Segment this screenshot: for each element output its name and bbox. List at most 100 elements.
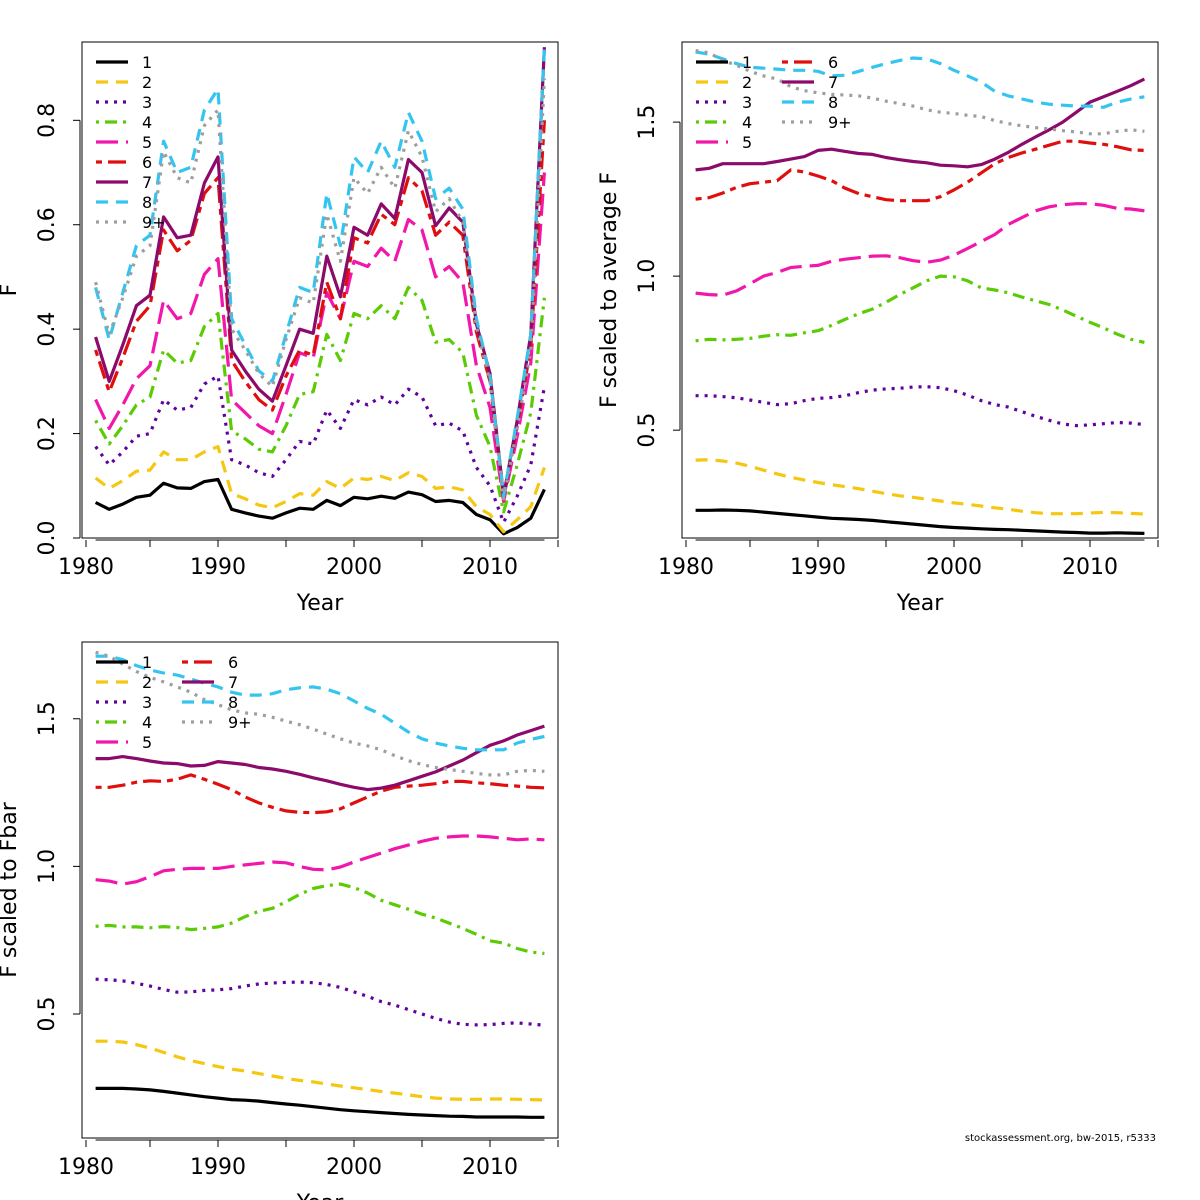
series-line-6 — [695, 139, 1145, 203]
series-line-9plus — [94, 78, 546, 501]
series-line-3 — [695, 385, 1145, 428]
legend-label: 2 — [742, 73, 752, 92]
x-axis: 1980 1990 2000 2010 Year — [658, 539, 1159, 616]
x-tick-label: 1980 — [58, 1155, 114, 1180]
y-tick-label: 0.4 — [35, 312, 60, 347]
legend-label: 9+ — [228, 713, 252, 732]
series-line-7 — [95, 724, 545, 792]
legend-label: 3 — [142, 93, 152, 112]
x-tick-label: 2000 — [326, 1155, 382, 1180]
chart-panel-3: 1980 1990 2000 2010 Year 0.5 1.0 1.5 F scaled to… — [0, 641, 559, 1200]
series-line-8 — [95, 654, 545, 752]
y-axis-label: F scaled to average F — [597, 172, 622, 408]
x-tick-label: 1980 — [658, 555, 714, 580]
x-axis-label: Year — [896, 591, 945, 616]
plot-frame — [81, 41, 559, 539]
series-line-2 — [695, 458, 1145, 516]
chart-panel-2: 1980 1990 2000 2010 Year 0.5 1.0 1.5 F scaled to… — [597, 41, 1159, 616]
y-tick-label: 1.0 — [635, 259, 660, 294]
legend-label: 7 — [228, 673, 238, 692]
credit-text: stockassessment.org, bw-2015, r5333 — [964, 1133, 1156, 1144]
plot-frame — [81, 641, 559, 1139]
x-axis: 1980 1990 2000 2010 Year — [58, 1139, 559, 1200]
y-tick-label: 1.0 — [35, 849, 60, 884]
legend-label: 4 — [142, 113, 152, 132]
series-line-3 — [94, 374, 546, 524]
legend-label: 7 — [828, 73, 838, 92]
series-line-8 — [695, 50, 1145, 109]
series-group — [95, 650, 545, 1119]
series-line-4 — [95, 882, 545, 956]
y-tick-label: 0.6 — [35, 207, 60, 242]
series-line-8 — [94, 47, 546, 498]
legend-label: 5 — [142, 133, 152, 152]
series-line-2 — [94, 445, 546, 534]
x-tick-label: 2010 — [1062, 555, 1118, 580]
series-group — [695, 49, 1146, 535]
series-line-2 — [95, 1039, 545, 1102]
legend-label: 3 — [142, 693, 152, 712]
y-axis: 0.5 1.0 1.5 F scaled to average F — [597, 105, 681, 448]
y-axis-label: F scaled to Fbar — [0, 801, 22, 977]
x-tick-label: 1980 — [58, 555, 114, 580]
legend-label: 5 — [742, 133, 752, 152]
legend-label: 4 — [142, 713, 152, 732]
series-line-5 — [95, 834, 545, 886]
x-tick-label: 2010 — [462, 555, 518, 580]
legend-label: 4 — [742, 113, 752, 132]
x-tick-label: 1990 — [190, 555, 246, 580]
legend-label: 6 — [228, 653, 238, 672]
plot-frame — [681, 41, 1159, 539]
legend-label: 8 — [142, 193, 152, 212]
legend-label: 1 — [742, 53, 752, 72]
legend-label: 6 — [828, 53, 838, 72]
series-line-5 — [695, 202, 1145, 297]
series-group — [94, 47, 546, 536]
legend-label: 9+ — [142, 213, 166, 232]
legend-label: 5 — [142, 733, 152, 752]
x-tick-label: 1990 — [190, 1155, 246, 1180]
x-axis: 1980 1990 2000 2010 Year — [58, 539, 559, 616]
series-line-1 — [695, 508, 1145, 535]
y-axis: 0.0 0.2 0.4 0.6 0.8 F — [0, 103, 81, 556]
legend-label: 2 — [142, 673, 152, 692]
series-line-6 — [95, 773, 545, 815]
series-line-4 — [94, 285, 546, 514]
series-line-7 — [94, 47, 546, 498]
y-tick-label: 1.5 — [35, 701, 60, 736]
y-tick-label: 0.8 — [35, 103, 60, 138]
legend-label: 1 — [142, 653, 152, 672]
series-line-1 — [95, 1086, 545, 1119]
legend-label: 3 — [742, 93, 752, 112]
x-tick-label: 1990 — [790, 555, 846, 580]
x-tick-label: 2010 — [462, 1155, 518, 1180]
series-line-3 — [95, 977, 545, 1027]
x-axis-label: Year — [296, 591, 345, 616]
series-line-7 — [695, 77, 1146, 172]
series-line-1 — [94, 477, 546, 536]
x-axis-label: Year — [296, 1191, 345, 1200]
y-tick-label: 0.5 — [35, 997, 60, 1032]
series-line-4 — [695, 274, 1145, 344]
chart-panel-1: 1980 1990 2000 2010 Year 0.0 0.2 0.4 0.6 0.8 F 1234… — [0, 41, 559, 616]
legend-label: 9+ — [828, 113, 852, 132]
legend-label: 6 — [142, 153, 152, 172]
legend-label: 8 — [228, 693, 238, 712]
x-tick-label: 2000 — [326, 555, 382, 580]
y-axis-label: F — [0, 284, 22, 297]
legend-label: 7 — [142, 173, 152, 192]
legend-label: 2 — [142, 73, 152, 92]
series-line-9plus — [695, 49, 1145, 136]
y-tick-label: 0.0 — [35, 521, 60, 556]
y-axis: 0.5 1.0 1.5 F scaled to Fbar — [0, 701, 81, 1032]
x-tick-label: 2000 — [926, 555, 982, 580]
legend-label: 1 — [142, 53, 152, 72]
legend-label: 8 — [828, 93, 838, 112]
y-tick-label: 0.5 — [635, 413, 660, 448]
y-tick-label: 0.2 — [35, 416, 60, 451]
series-line-9plus — [95, 650, 545, 777]
